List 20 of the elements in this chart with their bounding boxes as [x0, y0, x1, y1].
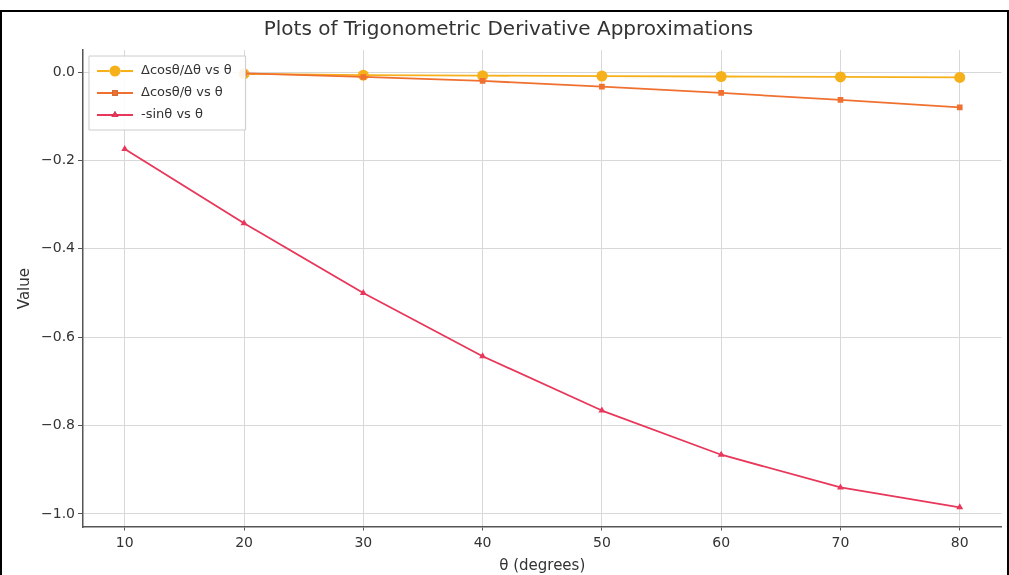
x-tick-label: 10: [115, 534, 134, 551]
x-tick-label: 70: [831, 534, 850, 551]
legend-label: Δcosθ/θ vs θ: [141, 84, 223, 100]
x-axis-title: θ (degrees): [499, 555, 586, 574]
legend-label: -sinθ vs θ: [141, 106, 203, 122]
y-tick-label: −1.0: [41, 504, 75, 521]
y-tick-label: −0.6: [41, 327, 76, 344]
legend-label: Δcosθ/Δθ vs θ: [141, 62, 232, 78]
y-tick-label: −0.2: [41, 151, 75, 168]
x-tick-label: 60: [712, 534, 731, 551]
x-tick-label: 80: [950, 534, 969, 551]
y-tick-label: 0.0: [52, 62, 75, 79]
y-tick-label: −0.8: [41, 416, 75, 433]
y-axis-title: Value: [14, 268, 33, 310]
x-tick-label: 40: [473, 534, 492, 551]
x-tick-label: 20: [235, 534, 253, 551]
x-tick-label: 30: [354, 534, 373, 551]
x-tick-label: 50: [592, 534, 611, 551]
y-tick-label: −0.4: [41, 239, 76, 256]
chart-title: Plots of Trigonometric Derivative Approximations: [263, 16, 754, 41]
